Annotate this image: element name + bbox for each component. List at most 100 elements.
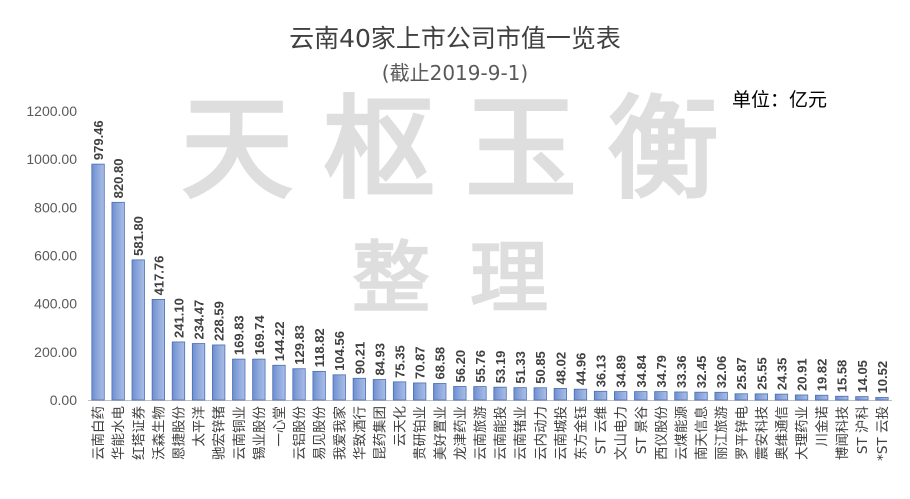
bar bbox=[191, 343, 206, 401]
bar bbox=[272, 364, 286, 401]
data-label: 118.82 bbox=[312, 328, 327, 367]
data-label: 33.36 bbox=[674, 355, 689, 388]
watermark: 天枢玉衡 整理 bbox=[181, 85, 749, 324]
data-label: 19.82 bbox=[815, 359, 830, 392]
data-label: 90.21 bbox=[352, 342, 367, 375]
data-label: 15.58 bbox=[835, 360, 850, 393]
data-label: 979.46 bbox=[91, 120, 106, 160]
bar bbox=[392, 381, 407, 401]
bar bbox=[111, 201, 125, 401]
bar bbox=[131, 259, 145, 401]
y-tick-label: 1200.00 bbox=[26, 103, 77, 119]
y-tick-label: 400.00 bbox=[34, 296, 77, 312]
bar bbox=[332, 374, 346, 401]
category-label: *ST 云投 bbox=[875, 406, 891, 461]
bar bbox=[292, 368, 306, 401]
y-tick-label: 600.00 bbox=[34, 248, 77, 264]
y-tick-label: 800.00 bbox=[34, 199, 77, 215]
bar bbox=[774, 393, 789, 401]
category-label: 云南锗业 bbox=[513, 406, 529, 460]
category-label: 锡业股份 bbox=[252, 406, 268, 460]
unit-label: 单位：亿元 bbox=[732, 89, 827, 111]
data-label: 169.74 bbox=[252, 315, 267, 356]
y-tick-label: 1000.00 bbox=[26, 151, 77, 167]
data-label: 417.76 bbox=[151, 256, 166, 296]
category-label: ST 景谷 bbox=[634, 406, 650, 455]
data-label: 68.58 bbox=[433, 347, 448, 380]
category-label: 南天信息 bbox=[693, 406, 710, 460]
bar bbox=[593, 390, 608, 401]
bar bbox=[794, 394, 809, 401]
data-label: 129.83 bbox=[292, 325, 307, 365]
category-label: 太平洋 bbox=[192, 406, 208, 447]
data-label: 10.52 bbox=[875, 361, 890, 394]
bar bbox=[674, 391, 688, 401]
bar bbox=[573, 388, 588, 401]
data-label: 20.91 bbox=[795, 358, 810, 391]
bar bbox=[413, 382, 427, 401]
category-label: 龙津药业 bbox=[453, 406, 469, 460]
chart-subtitle: (截止2019-9-1) bbox=[382, 61, 528, 85]
bar bbox=[352, 377, 366, 401]
category-label: 云南铜业 bbox=[232, 406, 248, 460]
category-label: ST 云维 bbox=[594, 406, 610, 454]
category-label: 云南城投 bbox=[553, 406, 569, 460]
category-label: 东方金钰 bbox=[573, 406, 589, 460]
data-label: 75.35 bbox=[393, 345, 408, 378]
data-label: 36.13 bbox=[594, 355, 609, 388]
data-labels: 979.46 820.80 581.80 417.76 241.10 234.47 228.… bbox=[91, 120, 890, 393]
bar bbox=[252, 358, 266, 401]
category-label: 震安科技 bbox=[754, 406, 770, 460]
bar bbox=[372, 379, 387, 401]
category-label: ST 沪科 bbox=[855, 406, 871, 455]
bar bbox=[734, 393, 748, 401]
data-label: 34.84 bbox=[634, 354, 649, 387]
bar bbox=[91, 163, 105, 401]
bar bbox=[614, 391, 628, 401]
category-label: 川金诺 bbox=[815, 406, 831, 447]
bar bbox=[754, 393, 768, 401]
bar bbox=[151, 298, 165, 401]
data-label: 820.80 bbox=[111, 159, 126, 199]
bar bbox=[855, 396, 869, 401]
data-label: 24.35 bbox=[774, 358, 789, 391]
watermark-main: 天枢玉衡 bbox=[181, 85, 749, 215]
data-label: 25.55 bbox=[754, 357, 769, 390]
data-label: 234.47 bbox=[192, 300, 207, 340]
bar bbox=[654, 391, 668, 401]
data-label: 169.83 bbox=[232, 315, 247, 355]
data-label: 144.22 bbox=[272, 322, 287, 362]
category-label: 云南能投 bbox=[493, 406, 509, 460]
category-label: 恩捷股份 bbox=[171, 406, 187, 460]
bar bbox=[433, 383, 447, 401]
data-label: 70.87 bbox=[413, 346, 428, 379]
data-label: 34.79 bbox=[654, 355, 669, 388]
data-label: 48.02 bbox=[553, 352, 568, 385]
x-axis-categories: 云南白药 华能水电 红塔证券 沃森生物 恩捷股份 太平洋 驰宏锌锗 云南铜业 锡业股份 一心堂 云铝… bbox=[91, 406, 891, 461]
category-label: 易见股份 bbox=[312, 406, 328, 460]
bar bbox=[513, 387, 527, 401]
data-label: 104.56 bbox=[332, 331, 347, 371]
data-label: 53.19 bbox=[493, 351, 508, 384]
category-label: 驰宏锌锗 bbox=[212, 406, 228, 460]
bar bbox=[171, 341, 186, 401]
data-label: 34.89 bbox=[614, 355, 629, 388]
y-tick-label: 200.00 bbox=[34, 344, 77, 360]
category-label: 昆药集团 bbox=[372, 406, 388, 460]
bar bbox=[714, 391, 728, 401]
category-label: 丽江旅游 bbox=[714, 406, 730, 460]
data-label: 50.85 bbox=[533, 351, 548, 384]
category-label: 大理药业 bbox=[795, 406, 811, 460]
bar bbox=[453, 386, 467, 401]
data-label: 25.87 bbox=[734, 357, 749, 390]
data-label: 32.45 bbox=[694, 356, 709, 389]
category-label: 贵研铂业 bbox=[413, 406, 429, 460]
bar bbox=[473, 386, 487, 401]
watermark-sub: 整理 bbox=[352, 234, 588, 324]
category-label: 文山电力 bbox=[614, 406, 630, 460]
data-label: 44.96 bbox=[573, 353, 588, 386]
bar bbox=[875, 397, 889, 401]
category-label: 我爱我家 bbox=[331, 406, 348, 460]
bar bbox=[232, 358, 246, 401]
